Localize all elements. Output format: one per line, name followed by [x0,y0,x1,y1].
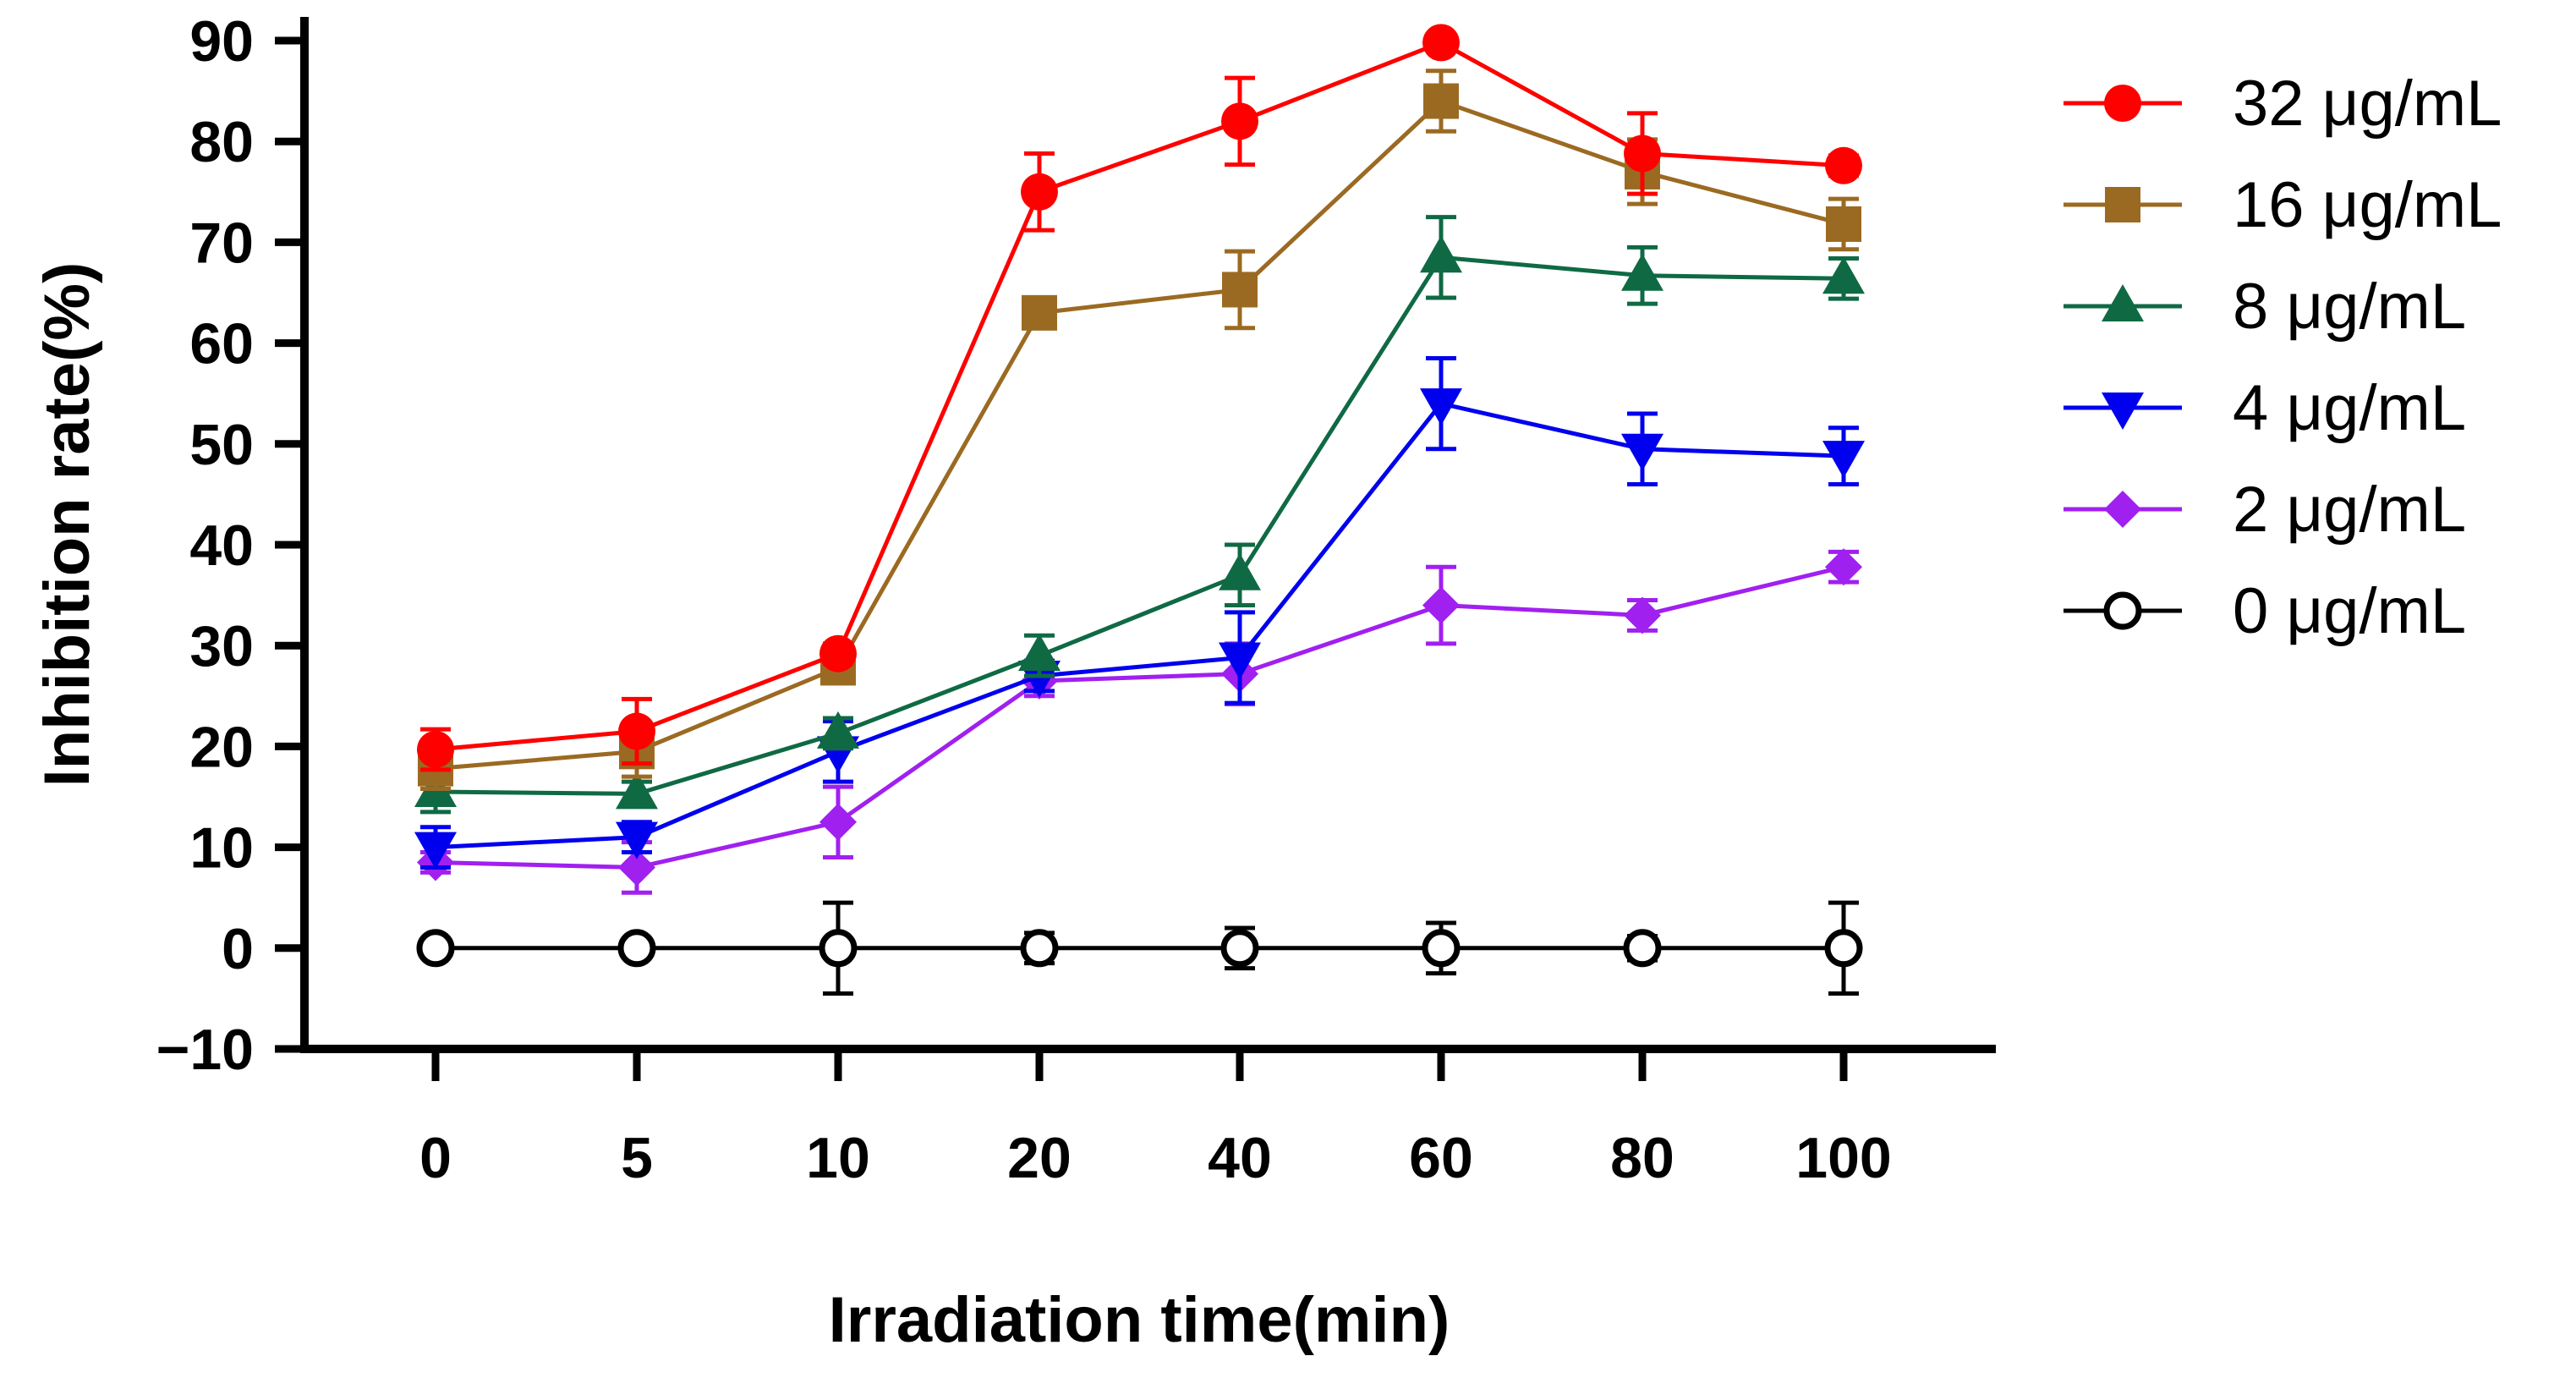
y-tick-label: 60 [189,312,254,376]
data-point [1221,102,1258,140]
legend-label: 16 μg/mL [2233,169,2502,241]
y-tick-label: 30 [189,614,254,678]
x-ticks: 0 5 10 20 40 60 80 100 [419,1049,1892,1190]
y-axis-title: Inhibition rate(%) [31,262,103,788]
series-line [435,255,1844,796]
series-line [435,40,1844,752]
x-tick-label: 60 [1409,1126,1473,1190]
y-tick-label: 20 [189,715,254,779]
data-point [1222,272,1258,308]
y-tick-label: 10 [189,816,254,881]
legend-label: 8 μg/mL [2233,271,2466,343]
legend-marker [2102,284,2144,321]
series-line [435,564,1844,870]
data-point [1219,642,1261,680]
x-tick-label: 5 [621,1126,653,1190]
y-tick-label: 70 [189,211,254,275]
legend: 32 μg/mL 16 μg/mL 8 μg/mL 4 μg/mL 2 μg/mL 0 μ… [2064,68,2502,647]
data-point [1219,552,1261,590]
data-point [417,730,454,768]
legend-item: 8 μg/mL [2064,271,2466,343]
data-point [1423,83,1459,119]
series-32-g-ml [417,24,1862,772]
series-line [435,98,1844,771]
data-point [616,771,658,810]
data-point [416,929,455,968]
x-axis-title: Irradiation time(min) [829,1284,1450,1356]
data-point [817,711,859,749]
data-point [616,821,658,859]
x-tick-label: 100 [1795,1126,1891,1190]
x-tick-label: 10 [806,1126,870,1190]
series-line [435,401,1844,850]
data-point [1420,388,1462,426]
data-point [1826,206,1861,242]
legend-label: 0 μg/mL [2233,575,2466,647]
data-point [414,832,457,870]
data-point [1621,433,1663,471]
series-layer [414,24,1865,996]
x-tick-label: 20 [1007,1126,1072,1190]
y-tick-label: 90 [189,9,254,74]
legend-label: 2 μg/mL [2233,474,2466,546]
legend-item: 16 μg/mL [2064,169,2502,241]
legend-marker [2104,491,2141,528]
legend-label: 32 μg/mL [2233,68,2502,140]
legend-label: 4 μg/mL [2233,372,2466,444]
data-point [1422,929,1461,968]
y-tick-label: 40 [189,513,254,578]
series-0-g-ml [416,900,1863,996]
data-point [1825,146,1862,184]
legend-item: 0 μg/mL [2064,575,2466,647]
data-point [1621,253,1663,291]
data-point [1021,173,1058,211]
data-point [1422,586,1460,624]
data-point [819,929,858,968]
data-point [1020,929,1059,968]
y-tick-label: 0 [222,917,254,981]
legend-marker [2102,393,2144,430]
data-point [1825,548,1862,586]
data-point [617,929,656,968]
x-tick-label: 40 [1208,1126,1272,1190]
data-point [618,712,655,750]
series-16-g-ml [418,69,1861,791]
y-ticks: −10 0 10 20 30 40 50 60 70 80 90 [156,9,304,1082]
data-point [1220,929,1259,968]
data-point [1624,135,1661,173]
data-point [618,848,655,887]
legend-marker [2105,187,2140,222]
legend-item: 4 μg/mL [2064,372,2466,444]
data-point [1624,596,1661,634]
data-point [1822,256,1865,294]
data-point [819,634,857,673]
y-tick-label: −10 [156,1018,254,1082]
data-point [1422,24,1460,62]
data-point [1420,235,1462,273]
y-tick-label: 80 [189,110,254,174]
y-tick-label: 50 [189,413,254,477]
legend-marker [2104,85,2141,122]
data-point [1824,929,1863,968]
data-point [1018,634,1061,672]
data-point [1623,929,1662,968]
legend-item: 32 μg/mL [2064,68,2502,140]
x-tick-label: 0 [419,1126,452,1190]
legend-item: 2 μg/mL [2064,474,2466,546]
legend-marker [2103,591,2142,630]
data-point [1022,294,1057,331]
data-point [1822,441,1865,479]
x-tick-label: 80 [1610,1126,1674,1190]
data-point [819,803,857,841]
axes [300,17,1996,1053]
